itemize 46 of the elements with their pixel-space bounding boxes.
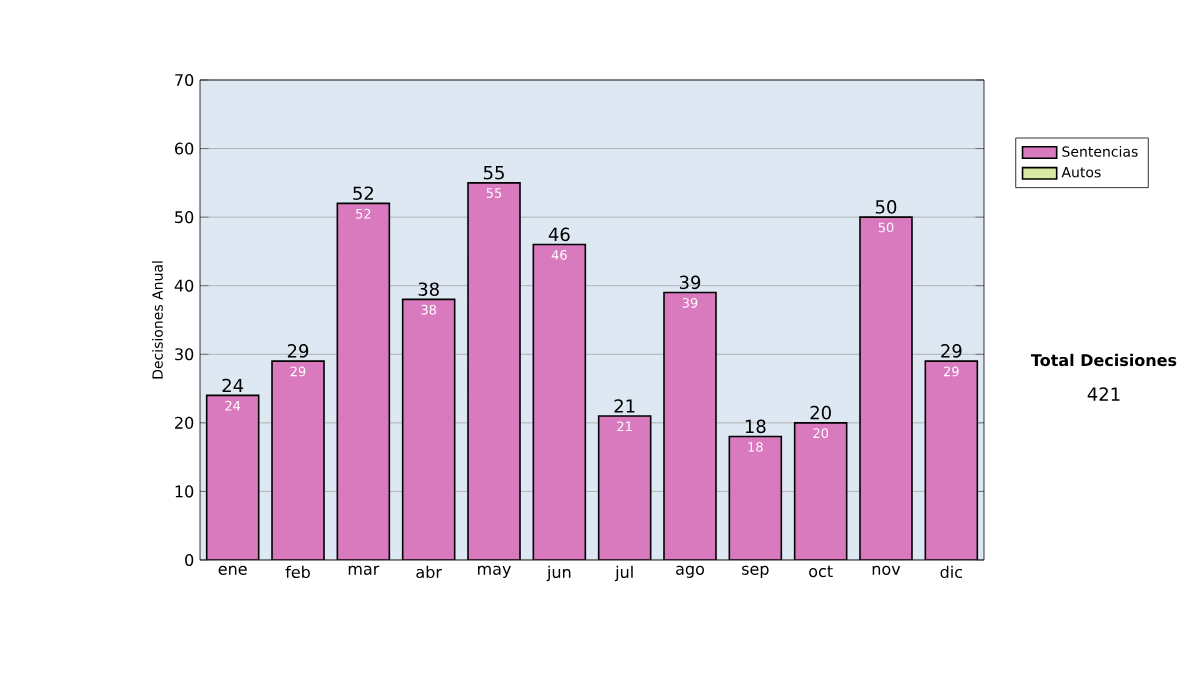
x-tick-label: oct [809, 565, 833, 578]
x-tick-label: ago [676, 565, 704, 578]
bar [402, 299, 455, 560]
bar [533, 244, 586, 560]
x-tick-label: jun [546, 565, 571, 582]
total-label: 46 [548, 227, 570, 242]
total-label: 20 [810, 405, 831, 420]
bar [468, 182, 521, 560]
total-label: 52 [353, 186, 373, 201]
total-label: 24 [222, 378, 244, 393]
bar [664, 292, 716, 560]
bar [860, 217, 912, 560]
x-tick-label: jul [614, 565, 633, 582]
x-tick-label: nov [872, 565, 901, 575]
y-tick-label: 70 [175, 73, 194, 87]
y-tick-label: 50 [175, 211, 194, 224]
total-label: 29 [287, 344, 309, 358]
total-label: 38 [418, 282, 439, 297]
x-tick-label: ene [218, 565, 247, 575]
total-label: 18 [745, 419, 766, 434]
bar [924, 360, 979, 560]
y-tick-label: 60 [175, 142, 194, 155]
bar [272, 361, 325, 560]
x-tick-label: dic [940, 565, 963, 579]
text: Total Decisiones [1030, 353, 1177, 367]
bar [794, 422, 847, 560]
bar [598, 415, 651, 560]
x-tick-label: mar [348, 565, 380, 575]
total-label: 55 [483, 166, 504, 180]
bar [206, 395, 259, 560]
x-tick-label: may [478, 565, 511, 578]
total-label: 21 [614, 399, 635, 413]
x-tick-label: feb [285, 565, 310, 579]
y-tick-label: 40 [174, 279, 194, 292]
total-label: 29 [941, 344, 962, 358]
bar [729, 436, 782, 560]
x-tick-label: abr [416, 565, 442, 579]
x-tick-label: sep [742, 565, 769, 578]
total-label: 50 [875, 200, 897, 214]
y-tick-label: 10 [175, 485, 194, 498]
y-tick-label: 20 [175, 416, 194, 429]
total-label: 39 [679, 275, 701, 290]
y-tick-label: 30 [175, 348, 194, 361]
text: 421 [1087, 387, 1120, 401]
bar [337, 203, 390, 560]
y-tick-label: 0 [185, 553, 194, 567]
